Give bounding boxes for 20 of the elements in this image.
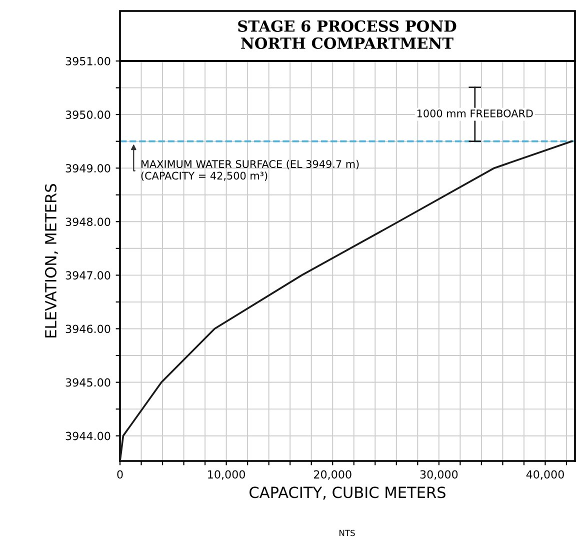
chart-title: STAGE 6 PROCESS POND NORTH COMPARTMENT [238,20,456,49]
line-series [120,140,573,461]
text: NTS [340,530,355,536]
y-tick-label: 3948.00 [66,218,110,226]
x-tick-label: 10,000 [208,470,246,480]
y-tick-label: 3946.00 [66,324,110,334]
x-axis-title: CAPACITY, CUBIC METERS [250,486,446,500]
y-tick-label: 3947.00 [66,271,110,280]
y-tick-label: 3949.00 [66,164,110,172]
annotation: MAXIMUM WATER SURFACE (EL 3949.7 m) (CAPACITY = 42,500 m³) [141,160,359,181]
x-tick-label: 20,000 [314,470,352,480]
y-tick-label: 3950.00 [66,110,110,119]
y-tick-label: 3945.00 [66,378,110,387]
x-tick-label: 30,000 [420,470,458,480]
y-tick-label: 3951.00 [66,56,110,66]
y-axis-title: ELEVATION, METERS [44,184,58,338]
annotation: 1000 mm FREEBOARD [417,109,533,118]
y-tick-label: 3944.00 [66,432,110,440]
x-tick-label: 40,000 [526,470,564,480]
x-tick-label: 0 [117,470,123,479]
